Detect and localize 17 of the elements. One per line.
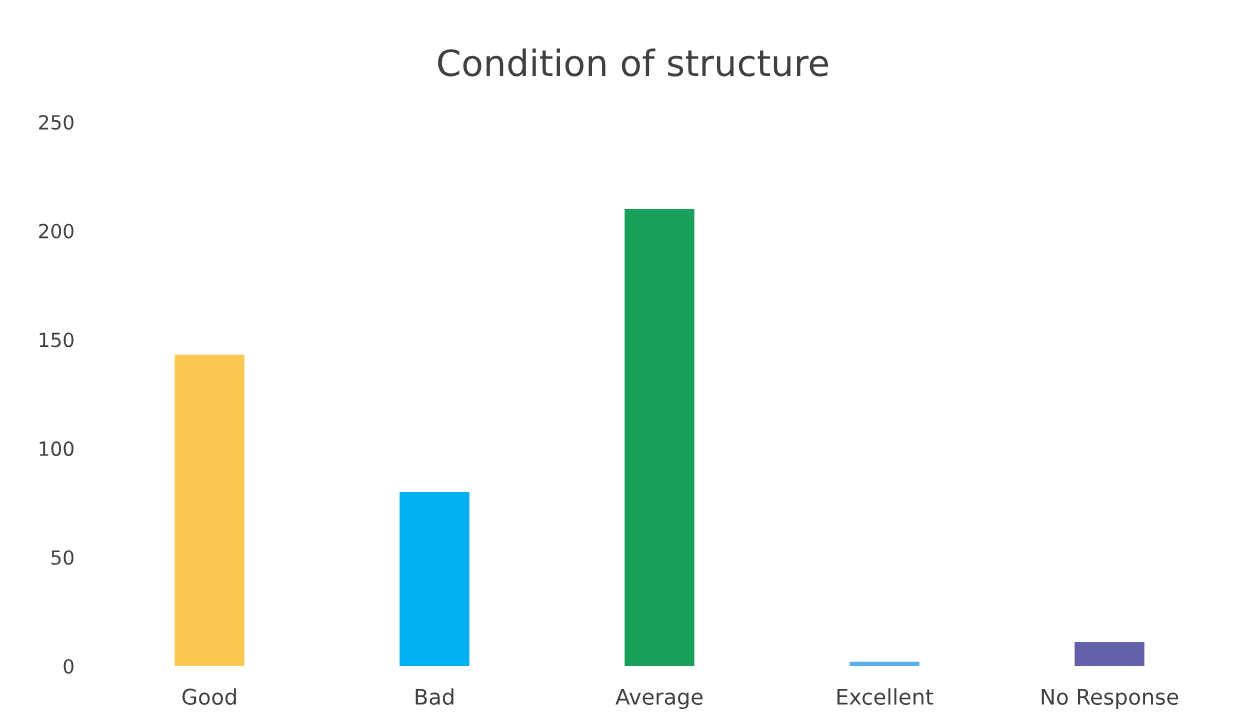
x-tick-label: Excellent bbox=[837, 688, 934, 705]
bar bbox=[174, 354, 245, 666]
chart-title: Condition of structure bbox=[438, 48, 829, 77]
y-tick-label: 0 bbox=[63, 658, 74, 674]
y-tick-label: 150 bbox=[39, 332, 74, 348]
bar bbox=[399, 491, 470, 666]
x-tick-label: Good bbox=[182, 688, 236, 705]
y-tick-label: 200 bbox=[39, 223, 74, 239]
y-tick-label: 100 bbox=[39, 441, 74, 457]
x-tick-label: No Response bbox=[1041, 688, 1179, 710]
y-tick-label: 50 bbox=[51, 550, 74, 565]
bar bbox=[1074, 642, 1145, 666]
y-tick-label: 250 bbox=[39, 114, 74, 130]
bar bbox=[624, 209, 695, 666]
x-tick-label: Average bbox=[615, 688, 703, 710]
bar bbox=[849, 661, 920, 666]
x-tick-label: Bad bbox=[415, 688, 454, 705]
